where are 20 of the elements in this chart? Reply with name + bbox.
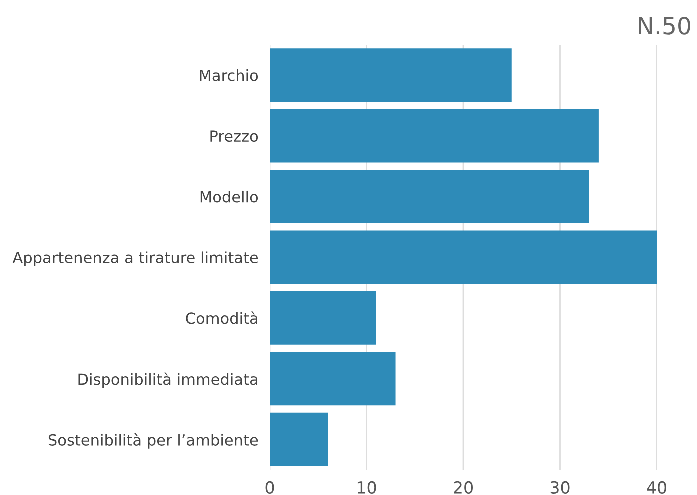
bar	[270, 109, 599, 163]
y-tick-label: Modello	[200, 190, 258, 203]
y-tick-label: Comodità	[186, 312, 258, 324]
y-tick-label: Disponibilità immediata	[78, 372, 258, 388]
bar	[270, 48, 512, 102]
x-tick-label: 40	[647, 481, 666, 494]
y-tick-label: Marchio	[200, 70, 258, 82]
bar	[270, 292, 376, 345]
y-tick-label: Prezzo	[210, 130, 258, 142]
bar	[270, 170, 590, 224]
bar	[270, 352, 396, 406]
x-tick-label: 10	[358, 481, 376, 494]
bar	[270, 230, 657, 284]
chart-title: N.50	[639, 16, 690, 35]
bar	[270, 412, 328, 466]
y-tick-label: Appartenenza a tirature limitate	[12, 252, 258, 266]
x-tick-label: 0	[266, 481, 274, 494]
x-tick-label: 20	[454, 481, 473, 494]
x-tick-label: 30	[550, 481, 570, 494]
y-tick-label: Sostenibilità per l’ambiente	[48, 434, 258, 449]
